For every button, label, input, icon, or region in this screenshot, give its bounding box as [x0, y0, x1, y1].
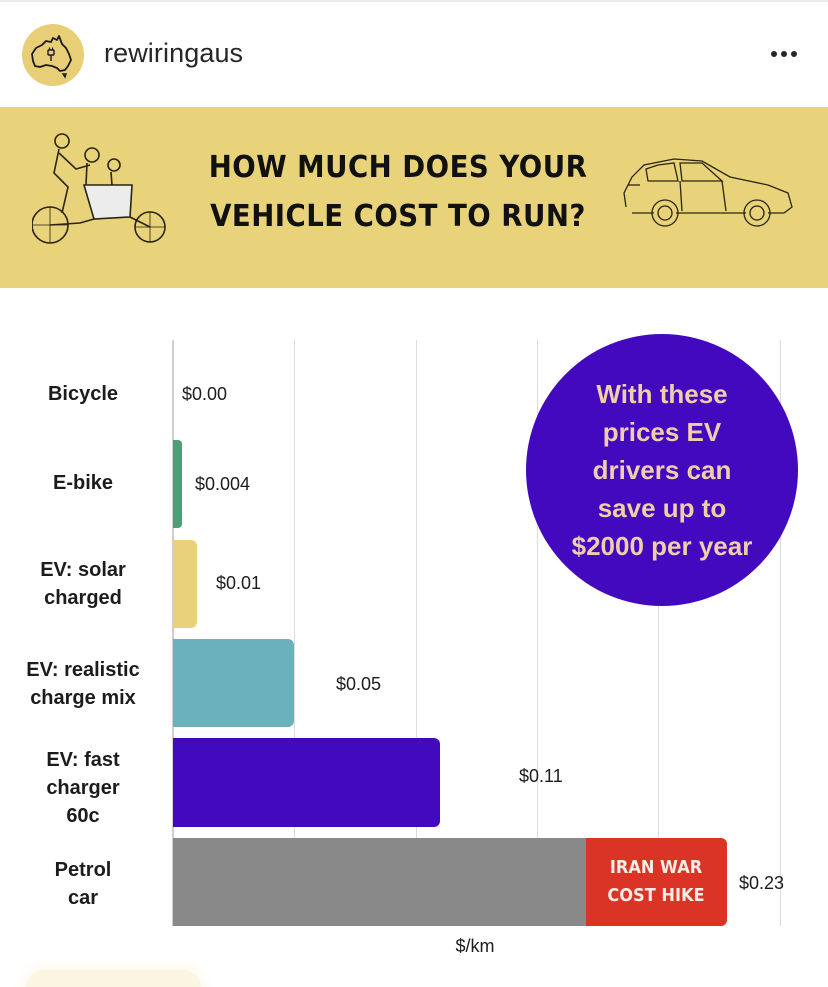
australia-map-plug-icon	[31, 35, 72, 79]
x-axis-label: $/km	[455, 936, 495, 956]
bar-ebike	[173, 440, 182, 528]
value-label-bicycle: $0.00	[182, 384, 228, 404]
category-label-petrol: Petrol car	[54, 859, 112, 909]
gridline	[780, 340, 781, 926]
value-label-ev-realistic: $0.05	[336, 674, 382, 694]
title-banner: HOW MUCH DOES YOUR VEHICLE COST TO RUN?	[0, 107, 828, 288]
savings-callout-text: With these prices EV drivers can save up…	[571, 379, 753, 561]
savings-callout: With these prices EV drivers can save up…	[526, 334, 798, 606]
value-label-ev-fast: $0.11	[519, 766, 563, 786]
cargo-bike-family-icon	[32, 133, 166, 244]
y-axis-line	[172, 340, 174, 926]
cost-per-km-chart: Bicycle E-bike EV: solar charged EV: rea…	[0, 288, 828, 987]
more-options-icon[interactable]	[764, 36, 804, 72]
category-label-bicycle: Bicycle	[47, 383, 119, 405]
category-label-ev-fast: EV: fast charger 60c	[46, 749, 120, 827]
car-outline-icon	[623, 158, 793, 227]
banner-title-line2: VEHICLE COST TO RUN?	[210, 199, 586, 234]
username[interactable]: rewiringaus	[104, 38, 244, 68]
banner-title-line1: HOW MUCH DOES YOUR	[208, 150, 588, 185]
value-label-petrol: $0.23	[739, 873, 785, 893]
gridline	[658, 340, 659, 926]
next-card-peek	[26, 970, 201, 987]
value-label-ebike: $0.004	[195, 474, 251, 494]
banner-title: HOW MUCH DOES YOUR VEHICLE COST TO RUN?	[197, 143, 598, 241]
category-label-ev-solar: EV: solar charged	[40, 559, 126, 609]
bar-petrol-cost-hike: IRAN WAR COST HIKE	[586, 838, 727, 926]
bar-ev-fast	[173, 738, 440, 827]
top-divider	[0, 0, 828, 2]
bar-ev-realistic	[173, 639, 294, 727]
category-label-ev-realistic: EV: realistic charge mix	[26, 659, 140, 709]
category-label-ebike: E-bike	[52, 472, 114, 494]
value-label-ev-solar: $0.01	[216, 573, 262, 593]
bar-ev-solar	[173, 540, 197, 628]
gridline	[537, 340, 538, 926]
profile-avatar[interactable]	[22, 24, 84, 86]
bar-petrol-base	[173, 838, 586, 926]
gridline	[416, 340, 417, 926]
gridline	[294, 340, 295, 926]
